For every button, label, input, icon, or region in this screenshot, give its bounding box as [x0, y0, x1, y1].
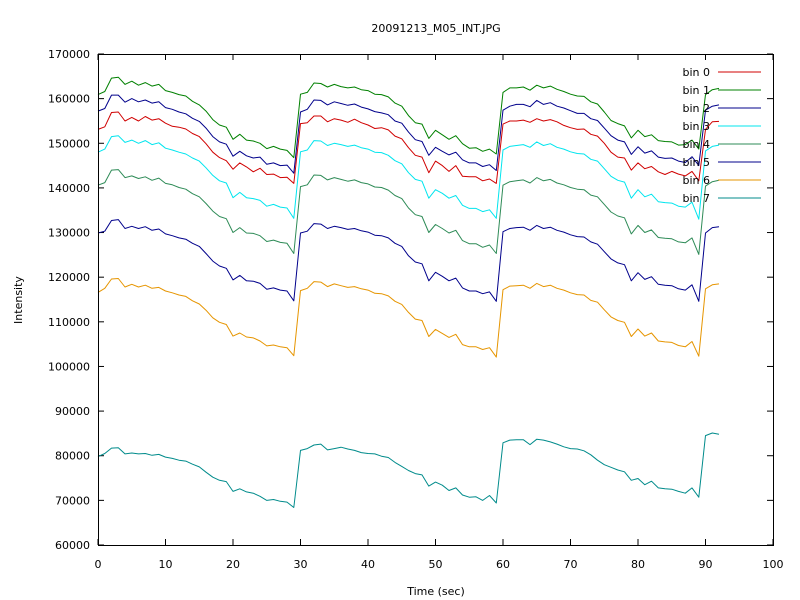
y-tick-label: 110000	[48, 316, 90, 329]
series-line-bin-0	[97, 111, 720, 184]
series-line-bin-2	[97, 94, 720, 174]
axes: 0 10 20 30 40 50 60 70 80 90 100 60000 70000 80000 900…	[48, 48, 784, 571]
series-line-bin-3	[97, 135, 720, 220]
y-tick-label: 160000	[48, 93, 90, 106]
series-line-bin-7	[97, 432, 720, 508]
y-tick-label: 140000	[48, 182, 90, 195]
legend-label: bin 2	[682, 102, 710, 115]
plot-lines	[97, 76, 720, 508]
plot-frame	[98, 54, 774, 546]
y-tick-label: 60000	[55, 539, 90, 552]
legend-label: bin 0	[682, 66, 710, 79]
x-tick-label: 80	[631, 558, 645, 571]
x-tick-label: 10	[159, 558, 173, 571]
legend-label: bin 3	[682, 120, 710, 133]
legend-label: bin 6	[682, 174, 710, 187]
series-line-bin-5	[97, 219, 720, 302]
x-tick-label: 70	[564, 558, 578, 571]
x-tick-label: 50	[429, 558, 443, 571]
x-tick-label: 40	[361, 558, 375, 571]
y-tick-label: 100000	[48, 360, 90, 373]
chart-title: 20091213_M05_INT.JPG	[371, 22, 500, 35]
legend-label: bin 4	[682, 138, 710, 151]
y-tick-label: 120000	[48, 271, 90, 284]
x-tick-label: 60	[496, 558, 510, 571]
x-axis-label: Time (sec)	[406, 585, 465, 598]
y-tick-label: 90000	[55, 405, 90, 418]
x-tick-label: 0	[95, 558, 102, 571]
y-tick-label: 170000	[48, 48, 90, 61]
legend-label: bin 7	[682, 192, 710, 205]
series-line-bin-6	[97, 278, 720, 358]
x-tick-label: 100	[763, 558, 784, 571]
series-line-bin-4	[97, 169, 720, 255]
series-line-bin-1	[97, 76, 720, 159]
y-tick-label: 130000	[48, 227, 90, 240]
legend-label: bin 5	[682, 156, 710, 169]
x-tick-label: 30	[294, 558, 308, 571]
y-axis-label: Intensity	[12, 276, 25, 324]
y-tick-label: 80000	[55, 450, 90, 463]
x-tick-label: 90	[699, 558, 713, 571]
y-tick-label: 150000	[48, 137, 90, 150]
x-tick-label: 20	[226, 558, 240, 571]
legend-label: bin 1	[682, 84, 710, 97]
legend: bin 0 bin 1 bin 2 bin 3 bin 4 bin 5 bin 6 bin 7	[682, 66, 761, 205]
y-tick-label: 70000	[55, 494, 90, 507]
